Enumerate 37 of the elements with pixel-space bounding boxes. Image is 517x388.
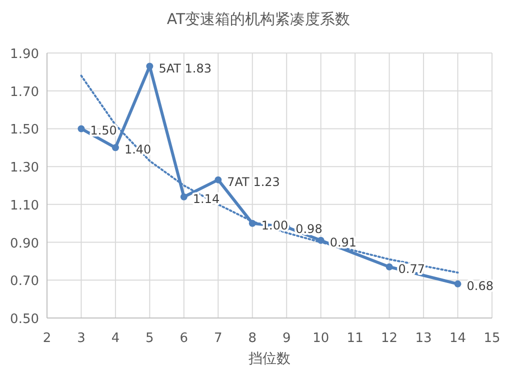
x-tick-label: 14 <box>449 331 466 346</box>
data-label: 5AT 1.83 <box>158 61 212 76</box>
x-tick-label: 6 <box>180 331 188 346</box>
x-tick-label: 12 <box>381 331 398 346</box>
x-tick-label: 15 <box>484 331 500 346</box>
point <box>78 125 85 132</box>
y-tick-label: 1.30 <box>10 160 39 176</box>
x-tick-label: 8 <box>248 331 257 346</box>
data-label: 1.50 <box>90 124 117 138</box>
x-tick-label: 7 <box>214 331 222 346</box>
point <box>180 193 188 200</box>
data-label: 0.91 <box>330 235 357 250</box>
x-tick-label: 10 <box>312 331 330 346</box>
x-tick-label: 2 <box>42 331 52 346</box>
x-tick-label: 13 <box>415 331 432 346</box>
y-tick-label: 0.70 <box>10 274 39 290</box>
y-tick-label: 1.70 <box>10 84 39 100</box>
data-label: 0.68 <box>466 278 494 293</box>
y-tick-label: 1.90 <box>10 47 39 62</box>
point <box>214 176 222 184</box>
x-axis-title: 挡位数 <box>248 351 290 367</box>
x-tick-label: 11 <box>346 331 364 346</box>
y-tick-label: 1.10 <box>10 198 39 214</box>
point <box>386 263 393 270</box>
y-tick-label: 1.50 <box>10 122 39 138</box>
x-tick-label: 3 <box>77 331 86 346</box>
x-tick-label: 4 <box>111 331 120 346</box>
data-label: 7AT 1.23 <box>227 174 280 189</box>
chart-title: AT变速箱的机构紧凑度系数 <box>166 10 350 28</box>
point <box>454 280 462 288</box>
y-tick-label: 0.50 <box>10 312 39 327</box>
data-label: 0.98 <box>296 222 322 236</box>
x-tick-label: 9 <box>282 331 291 346</box>
point <box>146 62 154 70</box>
y-tick-label: 0.90 <box>10 236 39 252</box>
x-tick-label: 5 <box>146 331 154 346</box>
point <box>112 144 119 152</box>
